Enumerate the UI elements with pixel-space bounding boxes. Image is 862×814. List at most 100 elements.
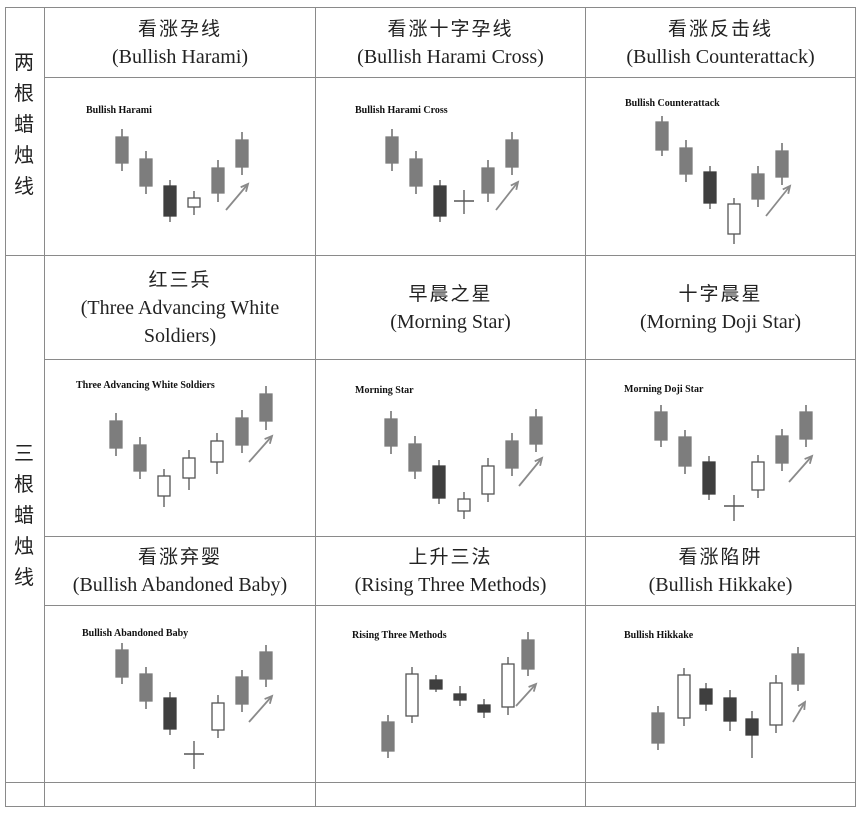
candle [139,667,153,709]
candle [505,132,519,175]
grid-line [585,7,586,807]
grid-line [44,7,45,807]
arrow-shaft [225,183,249,211]
candle-body [211,702,225,731]
candle-body [115,649,129,678]
candle [385,129,399,171]
candle-body [211,167,225,194]
arrow-head [510,180,520,191]
candle [481,458,495,502]
header-cell: 上升三法 (Rising Three Methods) [316,537,585,605]
candle-body [791,653,805,685]
header-en: (Rising Three Methods) [354,574,547,596]
candle [210,433,224,474]
header-cn: 早晨之星 [408,282,493,305]
candle [429,675,443,692]
grid-line [44,536,856,537]
candle-body [432,465,446,499]
arrow-shaft [788,455,813,483]
candle [432,460,446,504]
grid-line [855,7,856,807]
candle [775,429,789,471]
candle [454,190,474,214]
header-en: (Morning Doji Star) [639,310,802,333]
pattern-title: Rising Three Methods [352,630,447,641]
candle-body [727,203,741,235]
candle [651,706,665,750]
trend-arrow [515,682,538,707]
arrow-head [804,454,814,464]
header-cell: 红三兵 (Three Advancing White Soldiers) [45,256,315,359]
arrow-head [782,184,792,194]
candle [235,670,249,712]
candle [453,686,467,706]
arrow-shaft [765,185,791,217]
candle [182,450,196,490]
candle-body [457,498,471,512]
candle [259,645,273,687]
candle [187,191,201,215]
pattern-chart-1 [115,129,250,222]
candle [433,180,447,222]
pattern-title: Morning Star [355,385,414,396]
candle [139,151,153,194]
candle [745,711,759,758]
candle-body [481,167,495,194]
candle-body [384,418,398,447]
header-cn: 看涨弃婴 [137,546,222,568]
candle-body [408,443,422,472]
candle [505,433,519,476]
header-cell: 看涨十字孕线 (Bullish Harami Cross) [316,8,585,77]
header-en: (Bullish Counterattack) [626,45,815,68]
arrow-shaft [792,701,806,723]
candle-body [385,136,399,164]
candle-body [429,679,443,690]
candle [769,675,783,733]
candle [381,715,395,758]
candle [727,198,741,244]
candle [408,436,422,479]
candle-body [521,639,535,670]
header-cn: 上升三法 [408,546,493,568]
candle-body [699,688,713,705]
header-cn: 红三兵 [148,268,212,291]
trend-arrow [248,434,274,463]
candle [163,180,177,222]
candle-body [187,197,201,208]
candle-body [405,673,419,717]
candle-body [678,436,692,467]
candle-body [505,440,519,469]
pattern-chart-4 [109,386,274,507]
candle [211,160,225,202]
candle [678,430,692,474]
arrow-head [534,456,544,466]
candle-body [654,411,668,441]
candle [677,668,691,726]
candle-body [751,461,765,491]
header-en: (Bullish Harami) [111,45,249,68]
header-cell: 看涨孕线 (Bullish Harami) [45,8,315,77]
pattern-chart-7 [115,643,274,769]
candle-body [481,465,495,495]
trend-arrow [248,694,274,723]
pattern-chart-5 [384,409,544,519]
header-en: (Bullish Hikkake) [648,574,793,596]
arrow-shaft [495,181,519,211]
candle-body [163,697,177,730]
pattern-title: Morning Doji Star [624,384,704,395]
arrow-head [264,434,274,444]
candle [457,492,471,519]
candle-body [433,185,447,217]
pattern-chart-6 [654,405,814,521]
candle [702,456,716,500]
candle-body [702,461,716,495]
candle [157,469,171,507]
trend-arrow [518,456,544,487]
candle-body [235,417,249,446]
candle-body [210,440,224,463]
header-cell: 十字晨星 (Morning Doji Star) [586,256,855,359]
candle-body [163,185,177,217]
candle [799,405,813,447]
grid-line [5,255,856,256]
candle-body [679,147,693,175]
